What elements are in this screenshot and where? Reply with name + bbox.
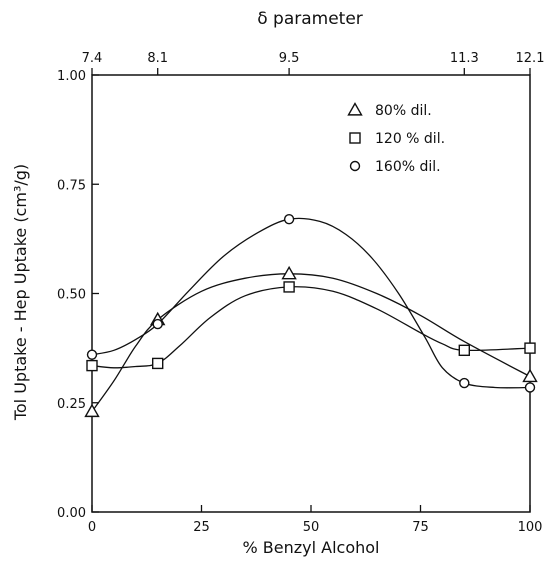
tick-group: 0 25 50 75 100 0.00 0.25 0.50 0.75 1.00 7.4 8.1 9.5 1…: [57, 51, 544, 535]
legend-marker-circle: [349, 160, 361, 172]
top-tick-label: 7.4: [82, 51, 103, 66]
y-axis-title: Tol Uptake - Hep Uptake (cm³/g): [11, 164, 30, 421]
data-point-circle: [152, 318, 163, 330]
x-tick-label: 100: [518, 520, 543, 535]
data-point-circle: [459, 377, 470, 389]
data-point-circle: [86, 349, 98, 360]
plot-frame: [91, 74, 531, 513]
legend-label: 120 % dil.: [375, 131, 445, 147]
series-lines: [91, 217, 531, 412]
series-line-circle: [91, 217, 531, 389]
legend-marker-triangle: [347, 102, 363, 116]
x-tick-label: 25: [193, 520, 210, 535]
x-axis-title: % Benzyl Alcohol: [243, 538, 380, 557]
data-point-square: [458, 344, 470, 357]
data-point-triangle: [84, 403, 100, 418]
y-tick-label: 0.50: [57, 288, 86, 303]
x-tick-label: 50: [303, 520, 320, 535]
y-tick-label: 0.25: [57, 397, 86, 412]
x-tick-label: 75: [412, 520, 429, 535]
data-point-triangle: [522, 368, 538, 383]
series-line-triangle: [91, 273, 531, 412]
data-point-square: [524, 342, 536, 354]
top-tick-label: 12.1: [516, 51, 545, 66]
data-point-triangle: [281, 265, 297, 280]
data-point-circle: [283, 214, 295, 225]
top-tick-label: 11.3: [450, 51, 479, 66]
y-tick-label: 1.00: [57, 69, 86, 84]
data-point-circle: [524, 382, 536, 393]
top-tick-label: 9.5: [279, 51, 300, 66]
data-point-square: [151, 357, 164, 370]
legend-marker-square: [349, 132, 361, 144]
top-axis-title: δ parameter: [257, 9, 363, 29]
series-markers: [84, 214, 538, 418]
legend: 80% dil. 120 % dil. 160% dil.: [347, 102, 445, 175]
data-point-square: [86, 359, 98, 372]
legend-label: 160% dil.: [375, 159, 441, 175]
x-tick-label: 0: [88, 520, 96, 535]
data-point-square: [283, 281, 295, 293]
legend-label: 80% dil.: [375, 103, 432, 119]
y-tick-label: 0.00: [57, 506, 86, 521]
y-tick-label: 0.75: [57, 178, 86, 193]
top-tick-label: 8.1: [147, 51, 168, 66]
series-line-square: [91, 286, 531, 369]
